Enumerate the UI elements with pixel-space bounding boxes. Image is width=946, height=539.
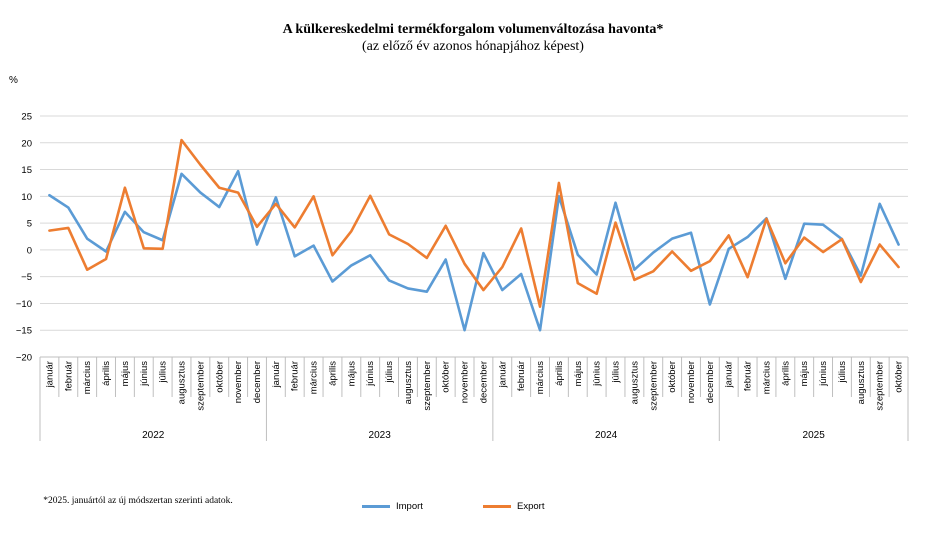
x-tick-label-21: október (441, 361, 452, 393)
x-tick-label-37: február (743, 361, 754, 391)
x-tick-label-34: november (686, 361, 697, 403)
y-axis-unit-label: % (9, 75, 18, 86)
year-label-2023: 2023 (369, 430, 392, 441)
x-tick-label-28: május (573, 361, 584, 387)
x-tick-label-44: szeptember (875, 361, 886, 411)
legend-swatch-import (362, 504, 390, 508)
x-tick-label-33: október (667, 361, 678, 393)
y-tick-label-4: 0 (27, 245, 32, 256)
x-tick-label-36: január (724, 361, 735, 388)
y-tick-label-2: −10 (16, 299, 32, 310)
chart-title: A külkereskedelmi termékforgalom volumen… (282, 22, 664, 37)
legend-label-export: Export (517, 500, 545, 512)
y-tick-label-1: −15 (16, 326, 32, 337)
x-tick-label-24: január (497, 361, 508, 388)
x-tick-label-1: február (63, 361, 74, 391)
legend-swatch-export (483, 504, 511, 508)
x-tick-label-4: május (120, 361, 131, 387)
footnote: *2025. januártól az új módszertan szerin… (43, 496, 233, 506)
series-line-import (48, 169, 900, 332)
x-tick-label-38: március (761, 361, 772, 395)
x-tick-label-18: július (384, 361, 395, 384)
x-tick-label-23: december (478, 361, 489, 403)
y-tick-label-5: 5 (27, 219, 32, 230)
x-tick-label-32: szeptember (648, 361, 659, 411)
legend-item-export: Export (483, 500, 544, 512)
y-tick-label-9: 25 (21, 112, 32, 123)
y-tick-labels: −20 −15 −10 −5 0 5 10 15 20 25 (16, 112, 32, 364)
x-tick-label-31: augusztus (629, 361, 640, 405)
x-tick-label-5: június (139, 361, 150, 387)
x-tick-label-11: december (252, 361, 263, 403)
y-tick-label-7: 15 (21, 165, 32, 176)
x-tick-label-2: március (82, 361, 93, 395)
x-axis: január február március április május június jú… (39, 356, 909, 441)
chart-subtitle: (az előző év azonos hónapjához képest) (362, 39, 584, 54)
x-tick-label-40: május (799, 361, 810, 387)
y-tick-label-6: 10 (21, 192, 32, 203)
series-line-export (48, 138, 900, 308)
y-tick-label-8: 20 (21, 138, 32, 149)
x-tick-label-19: augusztus (403, 361, 414, 405)
y-tick-label-0: −20 (16, 353, 32, 364)
year-label-2025: 2025 (803, 430, 826, 441)
x-tick-label-15: április (327, 361, 338, 386)
legend-item-import: Import (362, 500, 423, 512)
x-tick-label-20: szeptember (422, 361, 433, 411)
x-tick-label-43: augusztus (856, 361, 867, 405)
x-tick-label-0: január (44, 361, 55, 388)
x-tick-label-8: szeptember (195, 361, 206, 411)
x-tick-label-29: június (592, 361, 603, 387)
series-lines (48, 138, 900, 332)
x-tick-label-3: április (101, 361, 112, 386)
x-tick-label-45: október (894, 361, 905, 393)
x-tick-label-14: március (309, 361, 320, 395)
x-tick-label-7: augusztus (177, 361, 188, 405)
x-tick-label-9: október (214, 361, 225, 393)
y-tick-label-3: −5 (21, 272, 32, 283)
x-tick-label-16: május (346, 361, 357, 387)
x-tick-label-27: április (554, 361, 565, 386)
x-tick-label-13: február (290, 361, 301, 391)
x-tick-label-26: március (535, 361, 546, 395)
year-label-2024: 2024 (595, 430, 618, 441)
x-tick-label-42: július (837, 361, 848, 384)
x-tick-label-10: november (233, 361, 244, 403)
gridlines (40, 115, 908, 358)
legend-label-import: Import (396, 500, 423, 512)
year-label-2022: 2022 (142, 430, 165, 441)
x-tick-label-41: június (818, 361, 829, 387)
x-tick-label-22: november (460, 361, 471, 403)
x-tick-label-30: július (611, 361, 622, 384)
x-tick-label-25: február (516, 361, 527, 391)
x-tick-label-39: április (780, 361, 791, 386)
x-tick-label-35: december (705, 361, 716, 403)
x-tick-label-17: június (365, 361, 376, 387)
x-tick-label-12: január (271, 361, 282, 388)
x-tick-label-6: július (158, 361, 169, 384)
